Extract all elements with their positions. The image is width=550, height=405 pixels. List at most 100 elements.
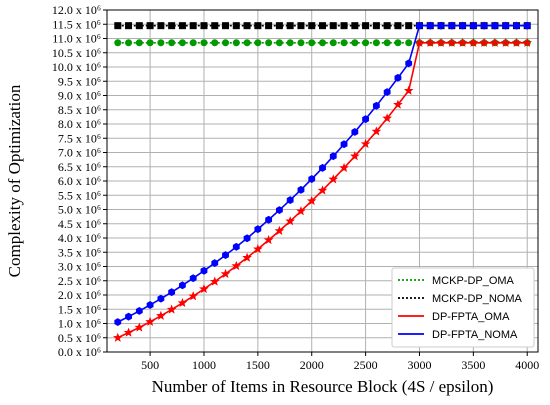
data-point-mckp-dp-noma — [211, 22, 219, 30]
data-point-mckp-dp-oma — [200, 39, 208, 47]
data-point-mckp-dp-noma — [394, 22, 402, 30]
data-point-dp-fpta-oma — [296, 206, 306, 216]
data-point-dp-fpta-noma — [502, 21, 510, 30]
y-tick-label: 1.0 x 10⁶ — [58, 317, 101, 331]
data-point-dp-fpta-noma — [383, 88, 391, 97]
data-point-mckp-dp-oma — [372, 39, 380, 47]
data-point-mckp-dp-noma — [200, 22, 208, 30]
y-tick-label: 12.0 x 10⁶ — [52, 3, 101, 17]
legend: MCKP-DP_OMA MCKP-DP_NOMA DP-FPTA_OMA DP-FPT… — [391, 267, 535, 348]
data-point-dp-fpta-noma — [351, 128, 359, 136]
data-point-dp-fpta-oma — [522, 37, 533, 47]
data-point-mckp-dp-noma — [308, 22, 316, 30]
data-point-mckp-dp-noma — [243, 22, 251, 30]
data-point-dp-fpta-noma — [491, 21, 499, 30]
data-point-dp-fpta-noma — [179, 281, 186, 290]
data-point-dp-fpta-oma — [199, 283, 209, 294]
data-point-dp-fpta-noma — [480, 21, 488, 30]
data-point-dp-fpta-noma — [222, 251, 229, 260]
data-point-dp-fpta-oma — [220, 268, 231, 278]
data-point-mckp-dp-oma — [265, 39, 273, 47]
data-point-dp-fpta-noma — [265, 215, 273, 224]
x-tick-label: 3000 — [407, 358, 431, 372]
data-point-dp-fpta-oma — [436, 37, 446, 47]
data-point-mckp-dp-noma — [146, 22, 154, 30]
y-tick-label: 9.0 x 10⁶ — [58, 89, 101, 103]
data-point-dp-fpta-oma — [468, 37, 479, 47]
x-tick-label: 1000 — [192, 358, 216, 372]
y-tick-label: 5.5 x 10⁶ — [58, 188, 101, 202]
data-point-dp-fpta-oma — [328, 174, 339, 184]
data-point-dp-fpta-oma — [306, 195, 317, 206]
data-point-dp-fpta-oma — [425, 37, 436, 47]
data-point-mckp-dp-oma — [275, 39, 283, 47]
data-point-dp-fpta-noma — [362, 115, 370, 124]
data-point-dp-fpta-noma — [394, 73, 402, 82]
data-point-dp-fpta-noma — [372, 101, 380, 110]
data-point-dp-fpta-oma — [209, 276, 220, 286]
data-point-dp-fpta-noma — [254, 225, 262, 234]
data-point-mckp-dp-oma — [243, 39, 251, 47]
data-point-mckp-dp-noma — [362, 22, 370, 30]
x-tick-label: 2000 — [300, 358, 324, 372]
data-point-dp-fpta-noma — [416, 21, 423, 30]
data-point-dp-fpta-noma — [308, 175, 316, 183]
data-point-mckp-dp-oma — [189, 39, 197, 47]
series-dp-fpta-oma — [112, 37, 533, 342]
x-axis-label: Number of Items in Resource Block (4S / … — [152, 377, 494, 396]
legend-label-mckp-dp-oma: MCKP-DP_OMA — [432, 275, 515, 287]
y-tick-label: 3.5 x 10⁶ — [58, 245, 101, 259]
data-point-mckp-dp-noma — [318, 22, 326, 30]
data-point-mckp-dp-noma — [405, 22, 413, 30]
data-point-mckp-dp-oma — [146, 39, 154, 47]
y-tick-label: 8.0 x 10⁶ — [58, 117, 101, 131]
data-point-dp-fpta-noma — [448, 21, 456, 30]
data-point-dp-fpta-noma — [157, 294, 165, 303]
data-point-dp-fpta-noma — [135, 307, 143, 315]
legend-label-dp-fpta-oma: DP-FPTA_OMA — [432, 311, 510, 323]
data-point-dp-fpta-noma — [200, 266, 208, 275]
data-point-mckp-dp-noma — [232, 22, 240, 30]
data-point-dp-fpta-oma — [511, 37, 522, 47]
x-tick-label: 4000 — [515, 358, 539, 372]
data-point-mckp-dp-noma — [383, 22, 391, 30]
data-point-mckp-dp-oma — [394, 39, 402, 47]
x-tick-label: 2500 — [354, 358, 378, 372]
x-tick-label: 3500 — [461, 358, 485, 372]
data-point-mckp-dp-noma — [254, 22, 262, 30]
y-tick-label: 6.0 x 10⁶ — [58, 174, 101, 188]
data-point-dp-fpta-oma — [242, 252, 252, 262]
data-point-dp-fpta-noma — [243, 234, 251, 243]
data-point-dp-fpta-noma — [469, 21, 477, 30]
y-tick-label: 4.5 x 10⁶ — [58, 217, 101, 231]
data-point-dp-fpta-oma — [350, 151, 360, 161]
data-point-mckp-dp-noma — [168, 22, 176, 30]
data-point-dp-fpta-noma — [211, 259, 219, 268]
legend-label-dp-fpta-noma: DP-FPTA_NOMA — [432, 329, 518, 341]
y-tick-label: 3.0 x 10⁶ — [58, 260, 101, 274]
y-tick-label: 11.0 x 10⁶ — [52, 32, 101, 46]
data-point-mckp-dp-noma — [265, 22, 273, 30]
data-point-dp-fpta-oma — [253, 244, 263, 254]
data-point-mckp-dp-oma — [114, 39, 122, 47]
data-point-dp-fpta-oma — [123, 327, 134, 337]
y-tick-label: 2.5 x 10⁶ — [58, 274, 101, 288]
y-tick-label: 4.0 x 10⁶ — [58, 231, 101, 245]
y-tick-label: 7.5 x 10⁶ — [58, 131, 101, 145]
data-point-dp-fpta-oma — [457, 37, 468, 47]
y-tick-label: 0.5 x 10⁶ — [58, 331, 101, 345]
y-tick-label: 9.5 x 10⁶ — [58, 74, 101, 88]
data-point-dp-fpta-oma — [393, 99, 403, 109]
data-point-dp-fpta-noma — [189, 274, 197, 283]
data-point-dp-fpta-oma — [231, 260, 242, 271]
data-point-dp-fpta-oma — [490, 37, 500, 47]
y-axis-label: Complexity of Optimization — [5, 84, 24, 277]
x-axis-ticks: 500 1000 1500 2000 2500 3000 3500 4000 — [141, 352, 539, 372]
data-point-mckp-dp-noma — [297, 22, 305, 30]
data-point-dp-fpta-noma — [513, 21, 520, 30]
data-point-mckp-dp-oma — [286, 39, 294, 47]
data-point-dp-fpta-noma — [523, 21, 531, 30]
data-point-mckp-dp-noma — [178, 22, 186, 30]
